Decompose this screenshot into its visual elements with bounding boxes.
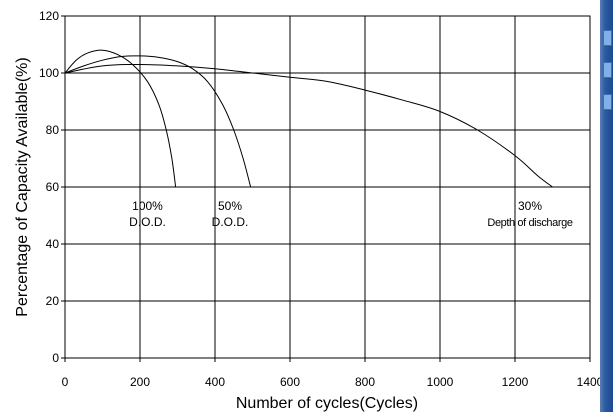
x-tick-label: 400 bbox=[205, 375, 225, 389]
series-annotations: 100% D.O.D. 50% D.O.D. 30% Depth of discharge bbox=[129, 199, 573, 229]
y-tick-label: 100 bbox=[39, 66, 59, 80]
grid-lines bbox=[65, 16, 590, 358]
y-axis-ticks: 0 20 40 60 80 100 120 bbox=[39, 9, 65, 365]
y-tick-label: 60 bbox=[46, 180, 60, 194]
series-annotation-1: 100% bbox=[132, 199, 163, 213]
series-annotation-1: D.O.D. bbox=[129, 215, 166, 229]
series-annotation-2: 50% bbox=[218, 199, 242, 213]
x-tick-label: 600 bbox=[280, 375, 300, 389]
y-tick-label: 0 bbox=[52, 351, 59, 365]
series-annotation-3: 30% bbox=[518, 199, 542, 213]
series-line-2 bbox=[64, 55, 252, 188]
series-annotation-3: Depth of discharge bbox=[487, 217, 572, 229]
y-axis-title: Percentage of Capacity Available(%) bbox=[14, 57, 31, 316]
y-tick-label: 20 bbox=[46, 294, 60, 308]
window-edge-strip bbox=[600, 0, 613, 412]
series-lines bbox=[64, 49, 553, 188]
y-tick-label: 120 bbox=[39, 9, 59, 23]
x-tick-label: 0 bbox=[62, 375, 69, 389]
x-tick-label: 1200 bbox=[502, 375, 529, 389]
window-edge-segment bbox=[603, 30, 612, 46]
window-edge-segment bbox=[603, 94, 612, 110]
window-edge-segment bbox=[603, 62, 612, 78]
y-tick-label: 40 bbox=[46, 237, 60, 251]
y-tick-label: 80 bbox=[46, 123, 60, 137]
x-tick-label: 200 bbox=[130, 375, 150, 389]
series-line-3 bbox=[64, 63, 553, 188]
x-tick-label: 1000 bbox=[427, 375, 454, 389]
x-axis-title: Number of cycles(Cycles) bbox=[236, 395, 418, 412]
x-tick-label: 800 bbox=[355, 375, 375, 389]
series-annotation-2: D.O.D. bbox=[212, 215, 249, 229]
